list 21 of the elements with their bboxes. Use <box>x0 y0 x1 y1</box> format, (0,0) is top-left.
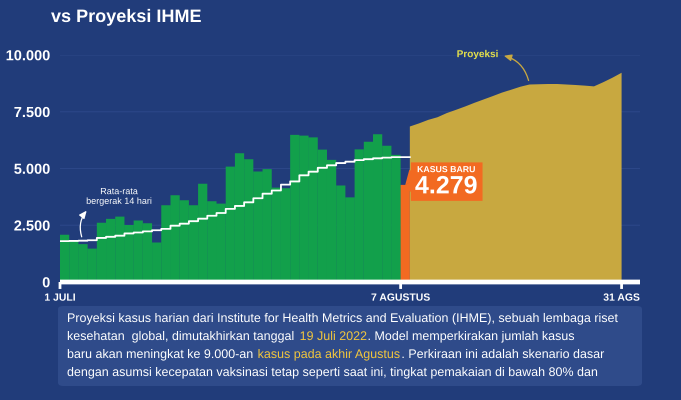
text: . Model memperkirakan jumlah kasus <box>368 330 574 343</box>
text: kasus pada akhir Agustus <box>258 348 400 361</box>
annotation: 4.279 <box>415 176 477 194</box>
text: kesehatan global, dimutakhirkan tanggal <box>68 330 294 343</box>
x-tick-label: 7 AGUSTUS <box>371 293 430 301</box>
y-tick-label: 7.500 <box>14 106 50 118</box>
y-tick-label: 10.000 <box>6 50 50 60</box>
text: Rata-rata bergerak 14 hari <box>86 188 152 206</box>
chart-title: vs Proyeksi IHME <box>51 8 201 26</box>
text: Proyeksi kasus harian dari Institute for Health Metrics and Evaluation (IHME), sebuah lembaga riset <box>68 312 618 325</box>
x-tick-label: 1 JULI <box>45 293 75 301</box>
text: dengan asumsi kecepatan vaksinasi tetap seperti saat ini, tingkat pemakaian di bawah 80% dan <box>68 366 598 379</box>
text: 19 Juli 2022 <box>300 330 366 340</box>
text: . Perkiraan ini adalah skenario dasar <box>402 348 604 358</box>
legend-label: Proyeksi <box>457 50 498 60</box>
y-tick-label: 5.000 <box>14 164 50 174</box>
y-tick-label: 2.500 <box>14 220 50 231</box>
x-tick-label: 31 AGS <box>603 293 640 301</box>
annotation: KASUS BARU <box>418 166 475 172</box>
text: baru akan meningkat ke 9.000-an <box>68 348 252 361</box>
y-tick-label: 0 <box>42 277 50 288</box>
